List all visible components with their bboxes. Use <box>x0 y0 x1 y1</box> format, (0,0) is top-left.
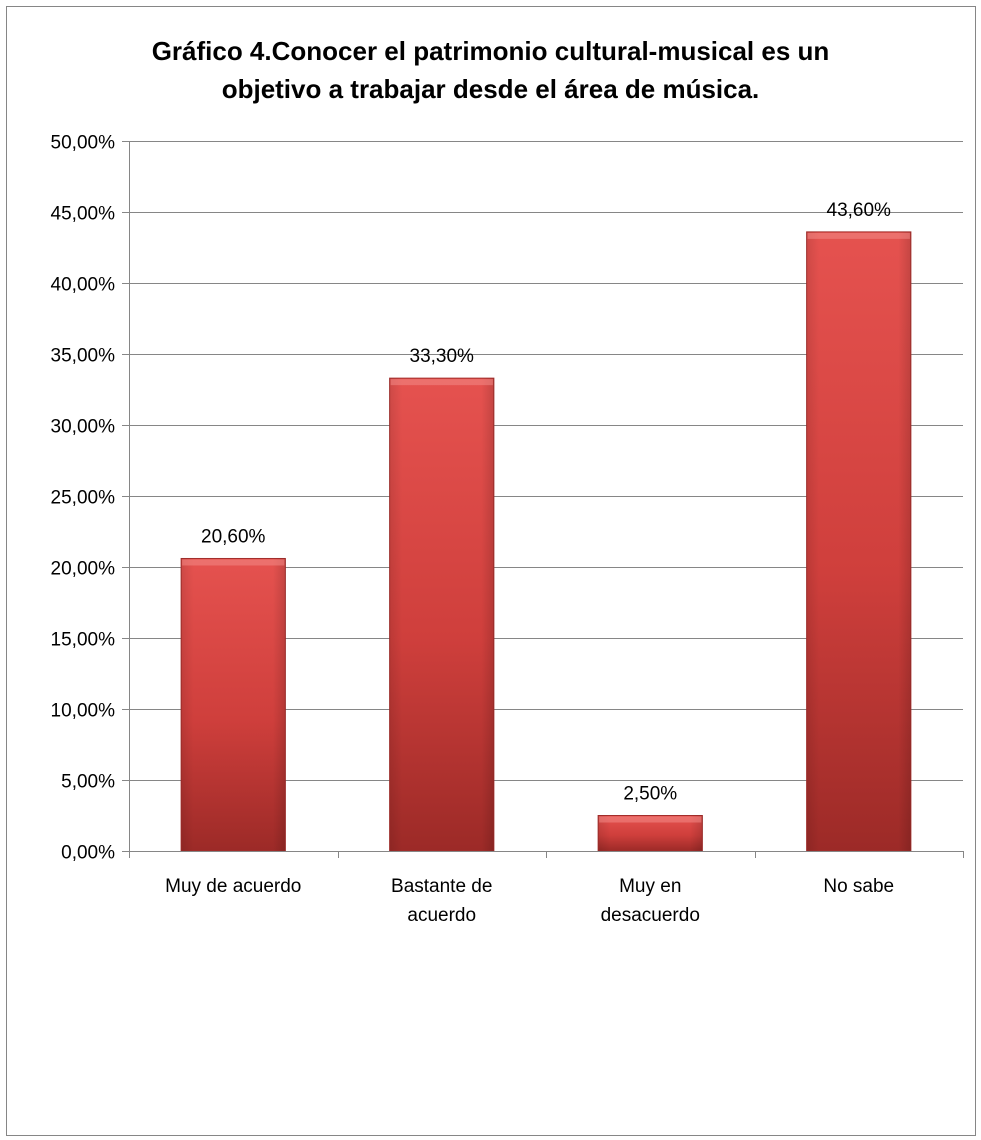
bar-shading <box>389 378 494 851</box>
chart-title-line-1: Gráfico 4.Conocer el patrimonio cultural… <box>151 36 830 66</box>
x-tick-label: acuerdo <box>407 905 476 926</box>
y-tick-label: 15,00% <box>51 630 116 651</box>
y-tick-label: 45,00% <box>51 204 116 225</box>
x-tick-label: Muy en <box>619 876 681 897</box>
y-tick-label: 10,00% <box>51 701 116 722</box>
y-tick-label: 0,00% <box>61 843 115 864</box>
x-tick-label: Muy de acuerdo <box>165 876 301 897</box>
axes <box>122 141 964 858</box>
y-tick-label: 30,00% <box>51 417 116 438</box>
data-label: 20,60% <box>201 526 266 547</box>
x-tick-label: desacuerdo <box>601 905 700 926</box>
bar-highlight <box>807 232 910 239</box>
y-tick-label: 25,00% <box>51 488 116 509</box>
y-tick-label: 20,00% <box>51 559 116 580</box>
bar-shading <box>806 231 911 851</box>
y-tick-label: 35,00% <box>51 346 116 367</box>
y-tick-label: 5,00% <box>61 772 115 793</box>
bar-highlight <box>390 379 493 386</box>
bar-highlight <box>182 559 285 566</box>
labels: 0,00% 5,00% 10,00% 15,00% 20,00% 25,00% 30,00%… <box>51 133 895 927</box>
y-tick-label: 40,00% <box>51 275 116 296</box>
x-tick-label: No sabe <box>823 876 894 897</box>
bar-highlight <box>599 816 702 823</box>
data-label: 2,50% <box>623 784 677 805</box>
data-label: 33,30% <box>410 346 475 367</box>
chart-title-line-2: objetivo a trabajar desde el área de mús… <box>221 74 760 104</box>
x-tick-label: Bastante de <box>391 876 492 897</box>
data-label: 43,60% <box>827 200 892 221</box>
bars <box>180 231 912 852</box>
y-tick-label: 50,00% <box>51 133 116 154</box>
chart-title: Gráfico 4.Conocer el patrimonio cultural… <box>0 32 981 108</box>
bar-shading <box>181 558 286 851</box>
